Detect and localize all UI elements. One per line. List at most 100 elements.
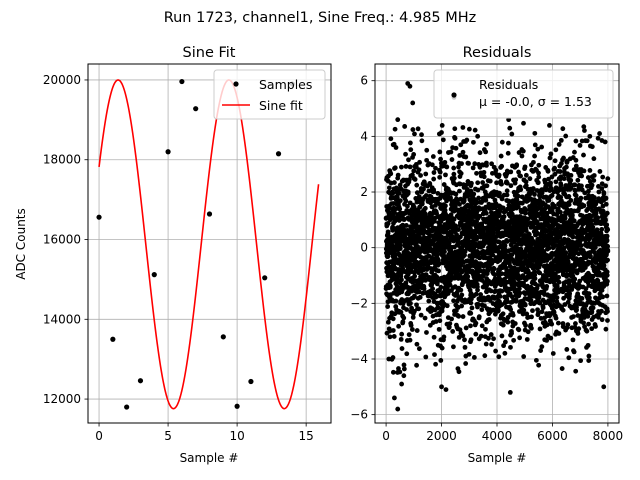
- residual-point: [401, 217, 407, 222]
- residual-point: [461, 198, 467, 204]
- residual-point: [411, 308, 417, 314]
- residual-point: [523, 172, 529, 178]
- residual-point: [506, 198, 512, 204]
- residual-point: [412, 177, 418, 182]
- residual-point: [573, 193, 579, 198]
- residual-outlier-13: [386, 356, 392, 362]
- residual-point: [403, 151, 408, 157]
- residual-point: [418, 173, 423, 178]
- residual-point: [500, 322, 506, 328]
- residual-point: [409, 305, 414, 311]
- residual-point: [456, 241, 461, 246]
- residual-point: [590, 305, 596, 311]
- residual-point: [605, 243, 611, 249]
- residual-point: [592, 245, 598, 250]
- residual-point: [496, 172, 502, 178]
- residual-point: [476, 195, 481, 201]
- residual-point: [603, 183, 609, 189]
- residual-point: [520, 200, 525, 206]
- residual-outlier-10: [439, 384, 444, 390]
- residual-point: [529, 314, 534, 320]
- residual-point: [523, 179, 529, 185]
- residuals-title: Residuals: [463, 45, 532, 61]
- sine-fit-axes-frame: [87, 63, 332, 424]
- residual-point: [474, 170, 479, 176]
- residual-point: [547, 122, 552, 128]
- residual-point: [558, 137, 564, 143]
- residual-point: [398, 309, 404, 315]
- residual-point: [471, 191, 477, 197]
- residual-point: [521, 307, 527, 313]
- residual-point: [398, 336, 404, 342]
- residual-point: [557, 169, 563, 174]
- residual-point: [441, 334, 447, 340]
- residual-point: [523, 207, 529, 213]
- residual-point: [487, 178, 493, 184]
- residual-point: [529, 325, 534, 331]
- residual-point: [528, 297, 534, 303]
- residual-point: [460, 125, 466, 130]
- residual-point: [550, 351, 556, 356]
- residual-point: [466, 126, 472, 132]
- residual-point: [407, 337, 413, 343]
- residual-point: [443, 203, 448, 209]
- residual-point: [431, 334, 437, 340]
- residual-point: [605, 257, 610, 263]
- residuals-ytick-label-4: 2: [360, 185, 368, 199]
- residual-outlier-5: [395, 117, 401, 123]
- residual-point: [416, 167, 422, 173]
- residual-point: [492, 288, 498, 294]
- residual-point: [439, 123, 445, 128]
- residual-point: [537, 300, 543, 306]
- residual-point: [400, 319, 406, 325]
- residual-point: [532, 192, 537, 197]
- residual-point: [475, 187, 481, 193]
- residuals-xtick-label-1: 2000: [426, 429, 457, 443]
- residual-point: [431, 176, 437, 182]
- residuals-ytick-label-3: 0: [360, 241, 368, 255]
- residual-point: [504, 192, 510, 198]
- residual-point: [489, 161, 495, 167]
- residual-point: [484, 183, 490, 189]
- residual-point: [578, 243, 584, 248]
- residual-point: [470, 165, 476, 171]
- residual-point: [410, 314, 416, 320]
- residual-point: [525, 216, 531, 222]
- residual-point: [580, 213, 585, 219]
- residual-point: [601, 263, 607, 268]
- residual-point: [414, 328, 420, 333]
- residual-point: [405, 189, 411, 195]
- residual-point: [536, 170, 541, 176]
- residual-point: [474, 234, 480, 240]
- residual-point: [536, 310, 541, 316]
- residual-point: [545, 168, 551, 174]
- residuals-xtick-label-0: 0: [382, 429, 390, 443]
- residual-point: [561, 176, 567, 182]
- residual-point: [516, 169, 521, 175]
- residual-point: [591, 195, 597, 200]
- residual-point: [603, 195, 609, 201]
- residual-outlier-14: [601, 384, 607, 390]
- residual-point: [408, 300, 413, 306]
- residual-point: [553, 179, 559, 185]
- residual-point: [437, 169, 443, 175]
- residual-point: [401, 366, 407, 372]
- residual-point: [571, 349, 577, 355]
- residual-point: [404, 223, 409, 228]
- residual-point: [560, 307, 566, 313]
- residual-point: [548, 180, 553, 186]
- sample-point-2: [124, 404, 130, 410]
- residual-point: [385, 254, 391, 259]
- residual-point: [483, 149, 489, 155]
- residual-point: [448, 149, 454, 155]
- residual-point: [456, 369, 462, 375]
- sample-point-7: [193, 106, 199, 112]
- residual-point: [584, 138, 590, 144]
- residual-point: [552, 171, 558, 177]
- residual-point: [422, 315, 428, 321]
- residual-point: [599, 308, 604, 314]
- residual-point: [415, 126, 421, 132]
- residual-point: [432, 352, 437, 357]
- residual-point: [532, 142, 538, 148]
- residual-point: [549, 193, 555, 198]
